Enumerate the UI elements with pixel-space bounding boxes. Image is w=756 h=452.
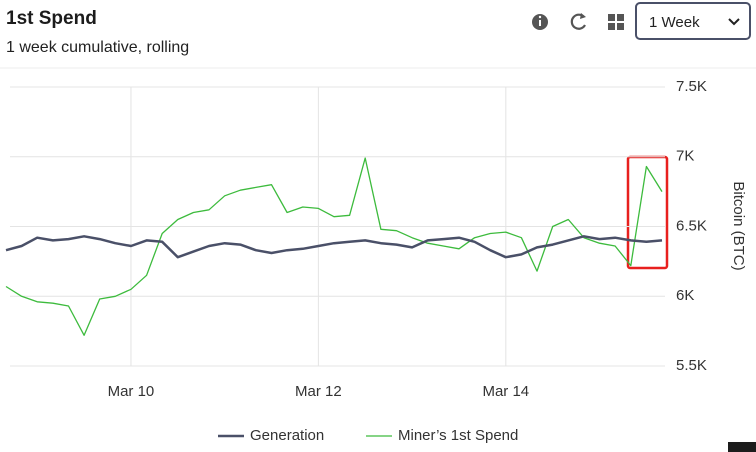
y-axis-title: Bitcoin (BTC) — [730, 181, 747, 270]
range-dropdown-text[interactable]: 1 Week — [649, 14, 700, 31]
highlight-box — [626, 155, 669, 270]
legend-item: Miner’s 1st Spend — [366, 427, 518, 444]
x-tick-label: Mar 12 — [295, 383, 342, 400]
y-tick-label: 7.5K — [676, 78, 707, 95]
corner-block — [728, 442, 756, 452]
legend-item: Generation — [218, 427, 324, 444]
widget-title: 1st Spend — [6, 8, 97, 29]
range-dropdown[interactable]: 1 Week — [635, 2, 751, 40]
layout-icon[interactable] — [608, 14, 624, 30]
x-tick-label: Mar 10 — [108, 383, 155, 400]
legend-label: Generation — [250, 427, 324, 444]
widget-subtitle: 1 week cumulative, rolling — [6, 39, 190, 56]
legend-label: Miner’s 1st Spend — [398, 427, 518, 444]
info-icon[interactable] — [532, 14, 548, 30]
x-tick-label: Mar 14 — [482, 383, 529, 400]
y-tick-label: 6.5K — [676, 217, 707, 234]
y-tick-label: 7K — [676, 148, 694, 165]
refresh-icon[interactable] — [570, 13, 586, 30]
series-line — [5, 235, 663, 259]
chevron[interactable] — [727, 17, 741, 27]
y-tick-label: 6K — [676, 287, 694, 304]
y-tick-label: 5.5K — [676, 357, 707, 374]
series-line — [5, 157, 663, 336]
